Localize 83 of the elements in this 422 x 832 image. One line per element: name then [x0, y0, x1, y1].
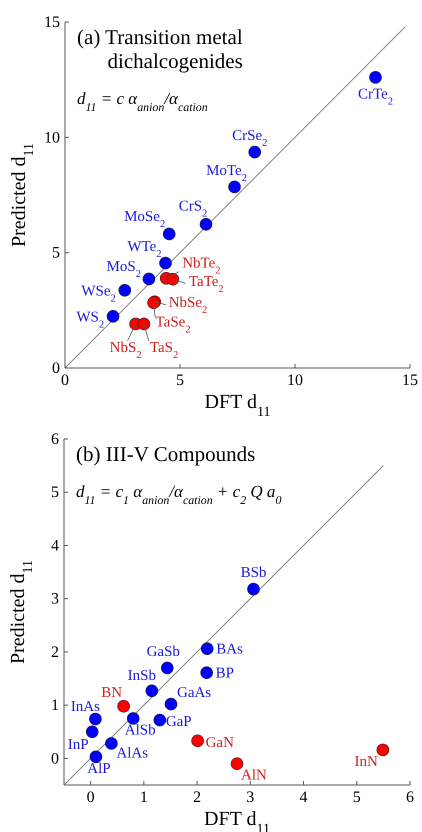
- annotation: InSb: [128, 668, 156, 684]
- point: [105, 737, 118, 750]
- annotation: TaSe$_{2}$: [156, 314, 191, 336]
- y-tick-label: 1: [51, 697, 59, 714]
- y-tick-label: 0: [52, 360, 60, 377]
- chart-title: (b) III-V Compounds: [76, 442, 256, 466]
- point: [200, 218, 212, 231]
- annotation: InAs: [70, 698, 100, 715]
- annotation: WS$_{2}$: [76, 309, 104, 330]
- point: [160, 662, 174, 674]
- annotation: AlSb: [124, 722, 156, 738]
- annotation: TaTe$_{2}$: [188, 274, 224, 295]
- x-axis-title: DFT d$_{11}$: [204, 391, 270, 420]
- x-tick-label: 2: [193, 789, 202, 806]
- point: [191, 734, 204, 748]
- point: [159, 256, 172, 270]
- point: [106, 310, 120, 323]
- annotation: GaN: [206, 734, 234, 751]
- annotation: AlAs: [116, 745, 148, 762]
- x-tick-label: 3: [246, 789, 254, 806]
- x-tick-label: 4: [300, 789, 308, 806]
- annotation: NbSe$_{2}$: [168, 294, 208, 316]
- annotation: AlN: [241, 768, 267, 784]
- point: [118, 284, 132, 297]
- y-tick-label: 15: [44, 14, 60, 31]
- annotation: MoTe$_{2}$: [206, 162, 247, 184]
- x-tick-label: 5: [352, 789, 361, 806]
- point: [90, 750, 102, 764]
- annotation: WSe$_{2}$: [81, 283, 116, 304]
- y-tick-label: 5: [51, 484, 59, 502]
- text: d$_{11}$ = c$_{1}$ α$_{anion}$/α$_{cation}$ + c$_{2}$ Q a$_{0}$: [76, 482, 282, 507]
- annotation: CrTe$_{2}$: [358, 86, 394, 107]
- point: [376, 744, 390, 756]
- point: [164, 698, 178, 710]
- annotation: BP: [216, 666, 234, 682]
- annotation: MoS$_{2}$: [106, 258, 141, 280]
- y-tick-label: 4: [51, 537, 59, 554]
- x-tick-label: 1: [140, 789, 148, 806]
- point: [228, 180, 241, 194]
- annotation: CrS$_{2}$: [178, 198, 208, 219]
- annotation: GaP: [166, 714, 192, 730]
- annotation: TaS$_{2}$: [150, 340, 178, 360]
- text: (a) Transition metal dichalcogenides: [77, 25, 243, 73]
- annotation: InN: [354, 754, 378, 770]
- point: [86, 725, 99, 738]
- point: [154, 714, 166, 726]
- annotation: BN: [101, 685, 122, 702]
- point: [200, 666, 213, 679]
- annotation: WTe$_{2}$: [127, 239, 162, 260]
- point: [247, 582, 260, 596]
- x-tick-label: 0: [86, 789, 95, 806]
- y-tick-label: 3: [51, 590, 59, 608]
- x-tick-label: 6: [406, 789, 414, 806]
- point: [369, 71, 382, 84]
- annotation: NbS$_{2}$: [110, 340, 142, 360]
- point: [89, 712, 102, 726]
- point: [126, 712, 140, 725]
- y-tick-label: 0: [51, 750, 59, 768]
- annotation: MoSe$_{2}$: [124, 208, 166, 230]
- point: [117, 700, 130, 713]
- annotation: GaAs: [176, 685, 212, 702]
- annotation: BSb: [240, 565, 266, 582]
- point: [200, 642, 214, 656]
- y-tick-label: 6: [51, 431, 59, 448]
- annotation: BAs: [216, 642, 244, 658]
- x-tick-label: 10: [287, 372, 303, 389]
- point: [146, 684, 158, 698]
- y-tick-label: 2: [51, 644, 59, 661]
- y-tick-label: 5: [52, 244, 60, 262]
- x-tick-label: 15: [402, 372, 418, 389]
- annotation: NbTe$_{2}$: [182, 255, 221, 276]
- point: [230, 757, 244, 770]
- point: [248, 146, 262, 158]
- annotation: CrSe$_{2}$: [232, 128, 268, 149]
- annotation: InP: [68, 736, 89, 753]
- y-tick-label: 10: [44, 129, 60, 146]
- annotation: d$_{11}$ = c α$_{anion}$/α$_{cation}$: [77, 89, 208, 114]
- annotation: AlP: [87, 760, 111, 777]
- point: [138, 318, 150, 330]
- x-tick-label: 5: [176, 372, 184, 389]
- point: [162, 228, 176, 240]
- annotation: GaSb: [146, 644, 180, 660]
- point: [142, 272, 156, 286]
